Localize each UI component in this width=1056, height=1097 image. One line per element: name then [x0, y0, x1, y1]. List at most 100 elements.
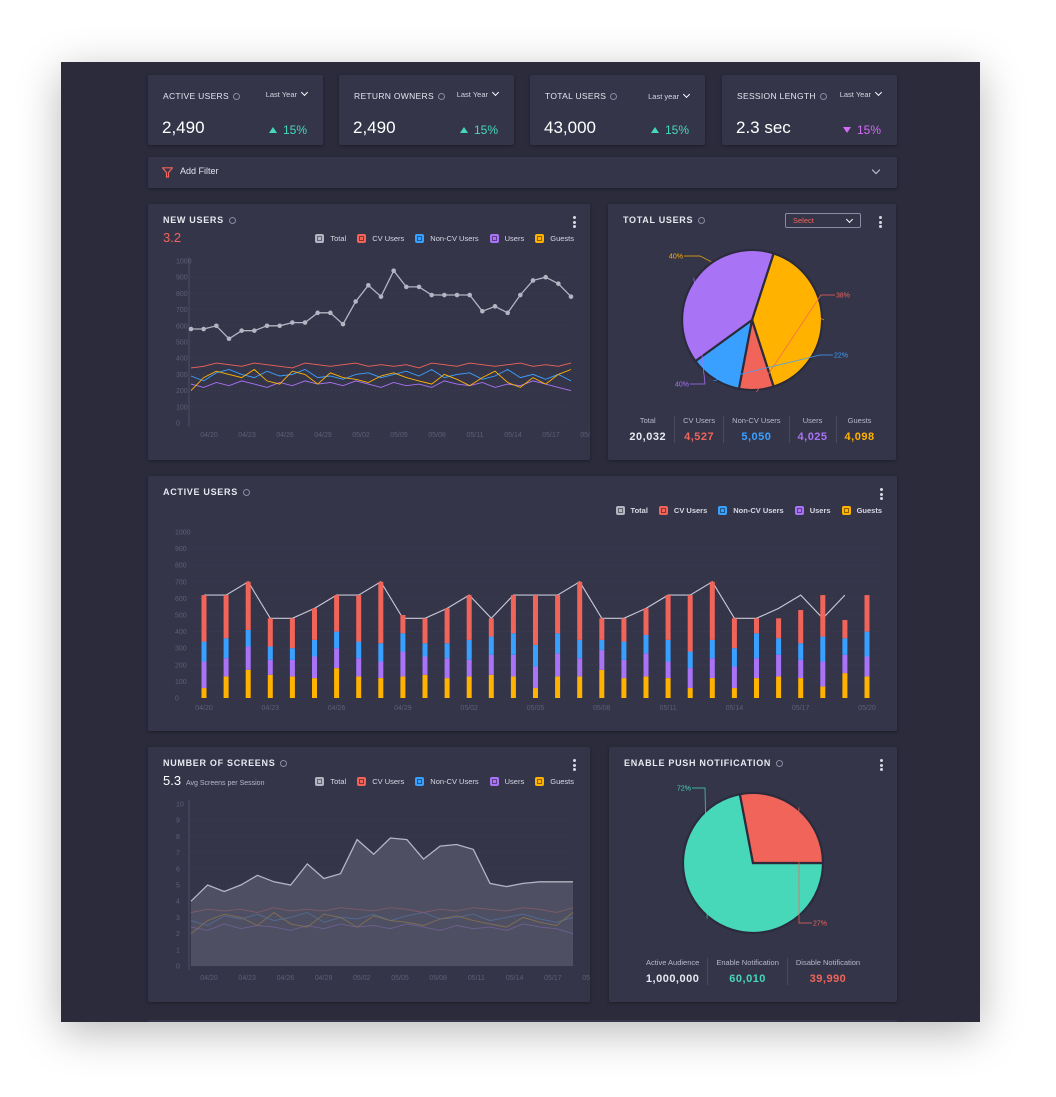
bar-segment-users — [245, 646, 251, 670]
data-point — [353, 299, 358, 304]
data-point — [530, 278, 536, 283]
period-dropdown[interactable]: Last Year — [840, 88, 883, 99]
period-dropdown[interactable]: Last Year — [266, 88, 309, 99]
x-tick-label: 05/05 — [391, 975, 409, 982]
bar-segment-guests — [400, 676, 406, 698]
bar-segment-guests — [267, 674, 273, 698]
period-dropdown[interactable]: Last Year — [457, 88, 500, 99]
y-tick-label: 300 — [176, 372, 188, 379]
add-filter-bar[interactable]: Add Filter — [148, 157, 897, 188]
bar-segment-guests — [643, 676, 649, 698]
card-title: NUMBER OF SCREENS — [163, 758, 288, 768]
bar-segment-guests — [731, 688, 737, 698]
legend-item[interactable]: Non-CV Users — [415, 234, 479, 243]
bar-segment-users — [289, 659, 295, 677]
bar-segment-non-cv-users — [820, 636, 826, 662]
legend-item[interactable]: Users — [489, 234, 524, 243]
info-icon — [819, 93, 827, 100]
data-point — [188, 326, 194, 332]
data-point — [416, 284, 422, 290]
legend-item[interactable]: Total — [315, 777, 346, 786]
arrow-down-icon — [842, 127, 851, 133]
arrow-up-icon — [650, 127, 659, 133]
bar-segment-cv-users — [776, 618, 782, 639]
x-tick-label: 05/20 — [580, 432, 590, 439]
stat-guests: Guests 4,098 — [835, 416, 883, 443]
bar-segment-non-cv-users — [356, 641, 362, 659]
pie-slice — [681, 248, 775, 363]
pie-label: 72% — [677, 786, 691, 793]
period-dropdown[interactable]: Last year — [648, 90, 691, 101]
legend-item[interactable]: Users — [794, 506, 831, 515]
data-point — [568, 294, 574, 299]
chevron-down-icon — [682, 90, 691, 99]
legend-item[interactable]: Non-CV Users — [415, 777, 479, 786]
data-point — [378, 294, 384, 299]
y-tick-label: 400 — [176, 356, 188, 363]
total-area — [191, 838, 573, 966]
bar-segment-users — [223, 658, 229, 677]
bar-segment-users — [334, 648, 340, 669]
bar-segment-users — [643, 653, 649, 677]
bar-segment-cv-users — [223, 595, 229, 639]
bar-segment-cv-users — [665, 595, 671, 640]
bar-segment-cv-users — [687, 595, 693, 652]
kpi-card-total-users[interactable]: TOTAL USERS Last year 43,000 15% — [530, 75, 705, 145]
more-options-icon[interactable] — [879, 216, 882, 228]
more-options-icon[interactable] — [880, 488, 883, 500]
bar-segment-users — [533, 666, 538, 689]
data-point — [480, 308, 485, 314]
kpi-value: 2.3 sec — [736, 118, 791, 137]
bar-segment-guests — [312, 678, 317, 698]
legend-item[interactable]: Non-CV Users — [718, 506, 784, 515]
bar-segment-non-cv-users — [577, 639, 583, 659]
bar-segment-non-cv-users — [687, 651, 693, 669]
kpi-card-active-users[interactable]: ACTIVE USERS Last Year 2,490 15% — [148, 75, 323, 145]
more-options-icon[interactable] — [880, 759, 883, 771]
legend-item[interactable]: Total — [315, 234, 346, 243]
x-tick-label: 04/26 — [277, 975, 295, 982]
bar-segment-non-cv-users — [842, 638, 848, 655]
bar-segment-guests — [776, 676, 782, 698]
legend-item[interactable]: CV Users — [658, 506, 707, 515]
legend-item[interactable]: Users — [489, 777, 524, 786]
bar-segment-cv-users — [312, 608, 317, 640]
more-options-icon[interactable] — [573, 216, 576, 228]
total-users-pie-chart: 40% 38% 22% 40% — [669, 248, 850, 393]
kpi-card-return-owners[interactable]: RETURN OWNERS Last Year 2,490 15% — [339, 75, 514, 145]
chevron-down-icon[interactable] — [871, 165, 881, 175]
pie-label: 40% — [675, 382, 689, 389]
kpi-label: SESSION LENGTH — [737, 91, 827, 101]
bar-segment-guests — [820, 686, 826, 698]
more-options-icon[interactable] — [573, 759, 576, 771]
kpi-card-session-length[interactable]: SESSION LENGTH Last Year 2.3 sec 15% — [722, 75, 897, 145]
card-title: ENABLE PUSH NOTIFICATION — [624, 758, 784, 768]
x-tick-label: 04/26 — [276, 432, 294, 439]
screens-card: NUMBER OF SCREENS 5.3 Avg Screens per Se… — [148, 747, 590, 1002]
legend-item[interactable]: Total — [615, 506, 648, 515]
legend-item[interactable]: Guests — [535, 777, 574, 786]
data-point — [340, 321, 346, 327]
x-tick-label: 05/11 — [660, 705, 677, 712]
bar-segment-cv-users — [444, 608, 450, 644]
bar-segment-users — [776, 654, 782, 677]
select-dropdown[interactable]: Select — [785, 213, 861, 228]
legend-item[interactable]: CV Users — [357, 234, 404, 243]
legend-item[interactable]: CV Users — [357, 777, 404, 786]
kpi-label: TOTAL USERS — [545, 91, 618, 101]
info-icon — [232, 93, 240, 100]
y-tick-label: 800 — [175, 563, 187, 570]
bar-segment-users — [820, 661, 826, 687]
card-title: TOTAL USERS — [623, 215, 706, 225]
bar-segment-cv-users — [731, 618, 737, 649]
x-tick-label: 04/20 — [200, 975, 218, 982]
bar-segment-cv-users — [466, 595, 472, 640]
series-line-non-cv-users — [190, 368, 572, 382]
data-point — [290, 320, 295, 325]
bar-segment-users — [510, 654, 516, 677]
series-line-cv-users — [190, 362, 572, 369]
stat-total: Total 20,032 — [629, 416, 667, 443]
legend-item[interactable]: Guests — [535, 234, 574, 243]
bar-segment-guests — [665, 678, 671, 698]
legend-item[interactable]: Guests — [841, 506, 882, 515]
